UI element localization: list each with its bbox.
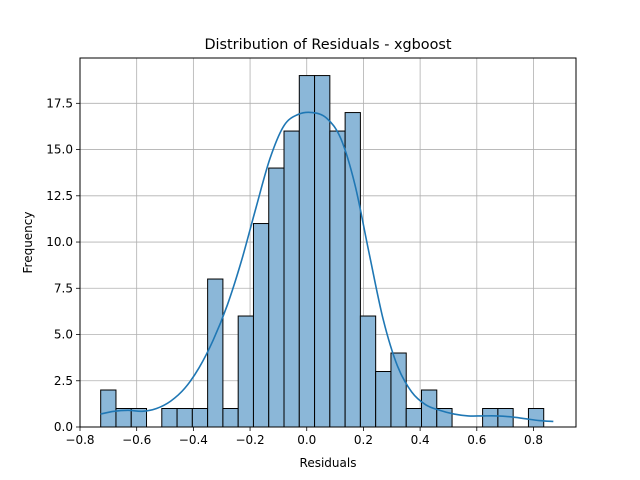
y-tick-label: 10.0 [46,235,73,249]
y-axis-title: Frequency [21,212,35,274]
histogram-bar [527,408,545,428]
histogram-bar [161,408,178,428]
x-tick-label: 0.4 [411,433,430,447]
y-tick-label: 17.5 [46,96,73,110]
histogram-bar [207,278,224,428]
histogram-bar [268,167,285,428]
histogram-bar [405,408,423,428]
kde-curve-group [100,111,554,423]
y-tick-label: 15.0 [46,143,73,157]
histogram-bar [100,389,117,428]
histogram-bar [329,130,346,428]
histogram-bar [390,352,407,428]
histogram-bar [314,75,331,428]
histogram-bar [176,408,193,428]
y-axis-ticks: 0.0 2.5 5.0 7.5 10.0 12.5 15.0 17.5 [46,96,80,434]
chart-title: Distribution of Residuals - xgboost [204,37,451,53]
y-tick-label: 12.5 [46,189,73,203]
x-tick-label: 0.8 [524,433,543,447]
x-tick-label: −0.2 [235,433,264,447]
histogram-bar [191,408,209,428]
x-tick-label: 0.2 [354,433,373,447]
plot-area-frame [79,57,577,428]
histogram-bar [298,75,316,428]
x-tick-label: 0.0 [297,433,316,447]
histogram-bar [482,408,499,428]
x-axis-ticks: −0.8 −0.6 −0.4 −0.2 0.0 0.2 0.4 0.6 0.8 [65,427,543,447]
x-tick-label: −0.4 [179,433,208,447]
kde-curve [100,111,554,423]
histogram-bar [222,408,239,428]
histogram-bar [359,315,377,428]
histogram-bar [237,315,254,428]
x-axis-title: Residuals [300,456,357,470]
y-tick-label: 2.5 [54,374,73,388]
histogram-bar [283,130,300,428]
y-tick-label: 0.0 [54,420,73,434]
y-tick-label: 7.5 [54,281,73,295]
x-tick-label: −0.8 [65,433,94,447]
histogram-bar [497,408,514,428]
histogram-bar [252,223,270,428]
y-tick-label: 5.0 [54,328,73,342]
x-tick-label: −0.6 [122,433,151,447]
x-tick-label: 0.6 [467,433,486,447]
histogram-bar [375,371,392,428]
